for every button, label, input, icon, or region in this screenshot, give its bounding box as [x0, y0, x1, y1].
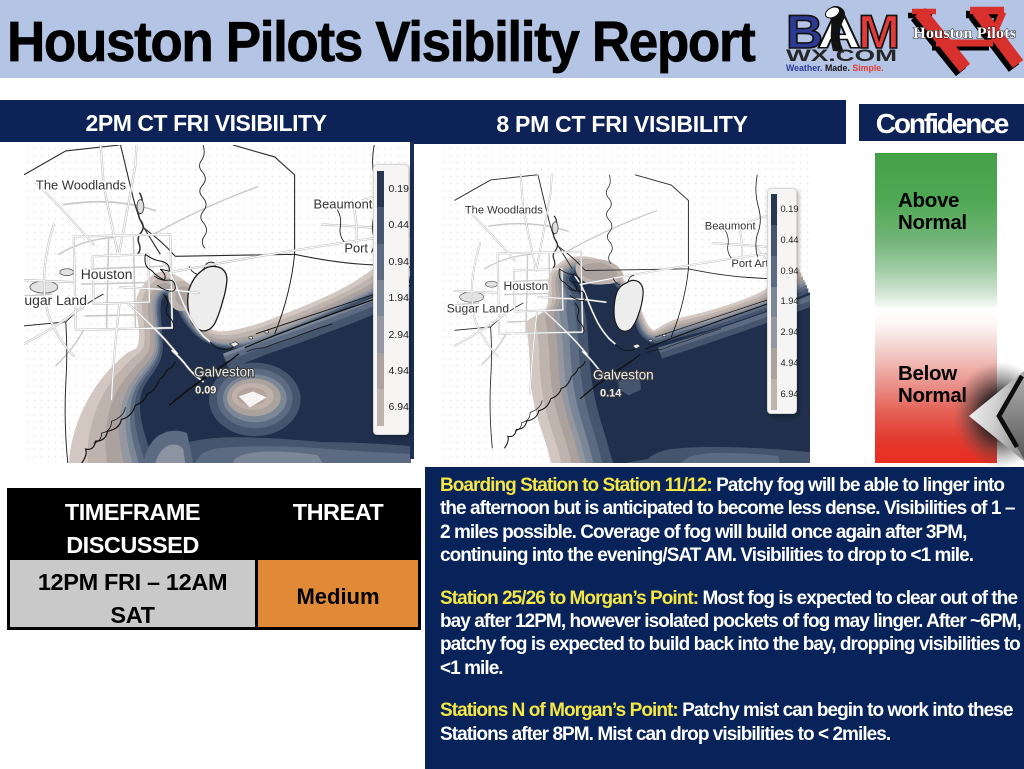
- svg-text:Houston: Houston: [81, 266, 133, 282]
- svg-text:Galveston: Galveston: [593, 368, 654, 383]
- svg-text:Galveston: Galveston: [194, 365, 254, 380]
- svg-text:Weather. Made. Simple.: Weather. Made. Simple.: [786, 63, 884, 73]
- svg-text:Houston Pilots: Houston Pilots: [913, 25, 1016, 42]
- svg-text:The Woodlands: The Woodlands: [36, 178, 126, 193]
- svg-text:M: M: [858, 6, 900, 58]
- svg-text:0.14: 0.14: [600, 387, 622, 399]
- svg-text:Beaumont: Beaumont: [314, 197, 373, 212]
- svg-text:WX.COM: WX.COM: [786, 47, 897, 65]
- svg-text:0.09: 0.09: [195, 384, 216, 396]
- svg-text:Sugar Land: Sugar Land: [24, 292, 87, 308]
- svg-text:B: B: [786, 6, 823, 58]
